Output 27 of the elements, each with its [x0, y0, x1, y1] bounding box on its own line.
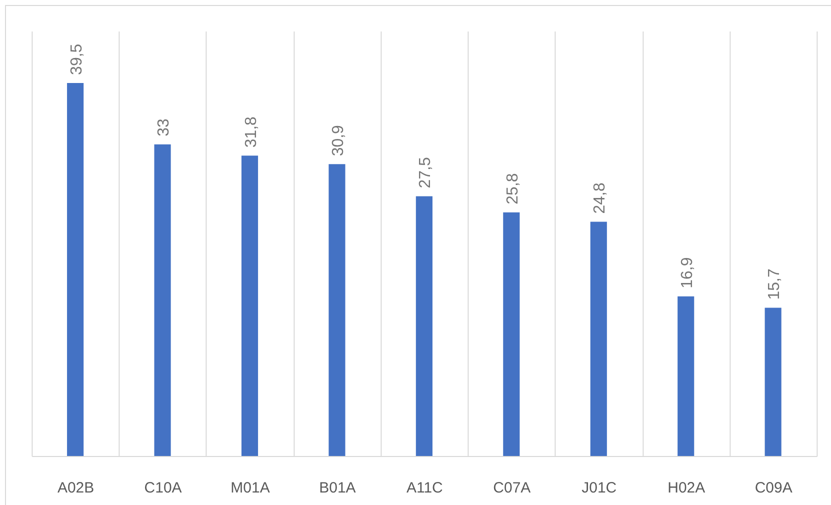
- data-label: 39,5: [68, 44, 86, 75]
- x-tick-label: C09A: [754, 479, 792, 496]
- data-label: 27,5: [417, 157, 434, 188]
- data-label: 31,8: [242, 116, 260, 148]
- bar: [416, 196, 432, 456]
- data-label: 24,8: [592, 182, 609, 214]
- bar: [67, 82, 84, 456]
- data-label: 30,9: [330, 124, 347, 156]
- bar: [590, 222, 607, 456]
- data-label: 16,9: [678, 257, 696, 288]
- data-label: 25,8: [504, 173, 522, 204]
- x-tick-label: A02B: [57, 479, 94, 496]
- bar: [503, 212, 520, 456]
- x-tick-label: C10A: [144, 479, 182, 496]
- x-tick-label: H02A: [668, 479, 706, 496]
- bar: [241, 156, 258, 456]
- bar: [154, 144, 171, 456]
- x-tick-label: A11C: [406, 479, 444, 496]
- x-tick-label: J01C: [582, 479, 617, 496]
- x-tick-label: C07A: [493, 479, 531, 496]
- bar: [328, 164, 346, 456]
- bar: [764, 308, 782, 456]
- data-label: 33: [156, 118, 173, 136]
- x-tick-label: B01A: [319, 479, 356, 496]
- data-label: 15,7: [766, 268, 784, 300]
- bar: [678, 296, 694, 456]
- x-tick-label: M01A: [230, 479, 270, 496]
